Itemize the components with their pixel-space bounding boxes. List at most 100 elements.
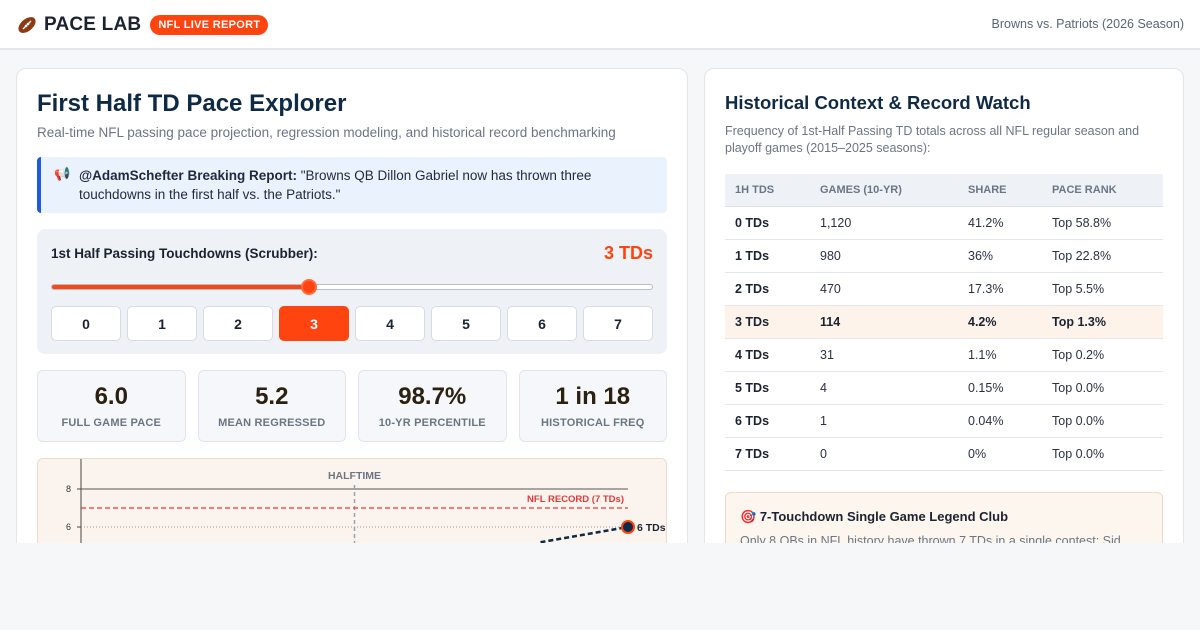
pace-explorer-card: First Half TD Pace Explorer Real-time NF… [16, 68, 688, 543]
cell-tds: 6 TDs [725, 404, 810, 438]
td-step-1-button[interactable]: 1 [127, 306, 197, 341]
column-header-tds[interactable]: 1H TDS [725, 174, 810, 207]
td-step-0-button[interactable]: 0 [51, 306, 121, 341]
football-icon [18, 17, 36, 33]
column-header-games[interactable]: GAMES (10-YR) [810, 174, 958, 207]
brand-name: PACE LAB [44, 14, 142, 35]
td-step-7-button[interactable]: 7 [583, 306, 653, 341]
td-step-5-button[interactable]: 5 [431, 306, 501, 341]
td-step-4-button[interactable]: 4 [355, 306, 425, 341]
historical-context-card: Historical Context & Record Watch Freque… [704, 68, 1184, 543]
live-report-badge: NFL LIVE REPORT [150, 15, 269, 35]
cell-tds: 4 TDs [725, 338, 810, 372]
megaphone-icon: 📢 [54, 166, 71, 181]
td-scrubber: 1st Half Passing Touchdowns (Scrubber): … [37, 229, 667, 354]
quote-body: "Browns QB Dillon Gabriel now has thrown… [79, 168, 592, 202]
cell-games: 1,120 [810, 206, 958, 240]
td-step-6-button[interactable]: 6 [507, 306, 577, 341]
table-row[interactable]: 3 TDs 114 4.2% Top 1.3% [725, 305, 1163, 339]
brand[interactable]: PACE LAB NFL LIVE REPORT [16, 13, 269, 37]
ten-yr-percentile-stat: 98.7% 10-YR PERCENTILE [358, 370, 507, 442]
pace-chart-svg: 8 6 HALFTIME NFL RECORD (7 TDs) 6 TDs [66, 459, 666, 543]
legend-club-text: Only 8 QBs in NFL history have thrown 7 … [740, 534, 1121, 543]
table-row[interactable]: 4 TDs 31 1.1% Top 0.2% [725, 338, 1163, 372]
cell-rank: Top 22.8% [1042, 239, 1163, 273]
cell-tds: 3 TDs [725, 305, 810, 339]
cell-tds: 0 TDs [725, 206, 810, 240]
mean-regressed-stat: 5.2 MEAN REGRESSED [197, 370, 346, 442]
pace-chart: 8 6 HALFTIME NFL RECORD (7 TDs) 6 TDs [37, 458, 667, 543]
cell-games: 470 [810, 272, 958, 306]
cell-games: 114 [810, 305, 958, 339]
full-game-pace-stat: 6.0 FULL GAME PACE [37, 370, 186, 442]
cell-rank: Top 0.0% [1042, 404, 1163, 438]
table-row[interactable]: 6 TDs 1 0.04% Top 0.0% [725, 404, 1163, 438]
y-tick-label: 6 [66, 522, 71, 532]
stat-label: 10-YR PERCENTILE [378, 417, 486, 429]
cell-games: 4 [810, 371, 958, 405]
scrubber-thumb[interactable] [301, 279, 318, 295]
stat-label: HISTORICAL FREQ [541, 417, 645, 429]
history-table-body: 0 TDs 1,120 41.2% Top 58.8% 1 TDs 980 36% Top 2… [725, 206, 1163, 471]
history-subtitle: Frequency of 1st-Half Passing TD totals … [725, 124, 1140, 155]
cell-share: 0.04% [958, 404, 1042, 438]
cell-games: 31 [810, 338, 958, 372]
table-row[interactable]: 1 TDs 980 36% Top 22.8% [725, 239, 1163, 273]
stat-label: FULL GAME PACE [61, 417, 162, 429]
cell-share: 4.2% [958, 305, 1042, 339]
stat-label: MEAN REGRESSED [218, 417, 326, 429]
projection-line [540, 525, 629, 543]
cell-share: 36% [958, 239, 1042, 273]
quote-source: @AdamSchefter Breaking Report: [79, 168, 297, 183]
legend-club-title-text: 7-Touchdown Single Game Legend Club [759, 509, 1009, 524]
history-table: 1H TDS GAMES (10-YR) SHARE PACE RANK 0 T… [725, 174, 1163, 471]
projection-endpoint [621, 520, 635, 534]
scrubber-label: 1st Half Passing Touchdowns (Scrubber): [51, 246, 318, 261]
cell-share: 17.3% [958, 272, 1042, 306]
table-row[interactable]: 7 TDs 0 0% Top 0.0% [725, 437, 1163, 471]
cell-tds: 1 TDs [725, 239, 810, 273]
legend-club-callout: 🎯 7-Touchdown Single Game Legend Club On… [725, 492, 1163, 543]
cell-share: 0% [958, 437, 1042, 471]
cell-rank: Top 0.2% [1042, 338, 1163, 372]
cell-games: 0 [810, 437, 958, 471]
table-row[interactable]: 5 TDs 4 0.15% Top 0.0% [725, 371, 1163, 405]
stat-value: 1 in 18 [555, 383, 631, 410]
record-label: NFL RECORD (7 TDs) [527, 494, 624, 505]
target-icon: 🎯 [740, 509, 757, 524]
table-row[interactable]: 0 TDs 1,120 41.2% Top 58.8% [725, 206, 1163, 240]
td-step-3-button[interactable]: 3 [279, 306, 349, 341]
cell-games: 1 [810, 404, 958, 438]
stat-value: 98.7% [398, 383, 467, 410]
cell-games: 980 [810, 239, 958, 273]
history-title: Historical Context & Record Watch [725, 92, 1031, 113]
cell-rank: Top 1.3% [1042, 305, 1163, 339]
quote-text: @AdamSchefter Breaking Report: "Browns Q… [79, 166, 659, 204]
cell-tds: 7 TDs [725, 437, 810, 471]
stat-value: 5.2 [255, 383, 289, 410]
historical-freq-stat: 1 in 18 HISTORICAL FREQ [518, 370, 667, 442]
cell-share: 41.2% [958, 206, 1042, 240]
halftime-label: HALFTIME [328, 470, 381, 482]
td-step-2-button[interactable]: 2 [203, 306, 273, 341]
table-row[interactable]: 2 TDs 470 17.3% Top 5.5% [725, 272, 1163, 306]
cell-rank: Top 0.0% [1042, 371, 1163, 405]
column-header-share[interactable]: SHARE [958, 174, 1042, 207]
cell-tds: 2 TDs [725, 272, 810, 306]
endpoint-label: 6 TDs [637, 522, 666, 534]
cell-share: 0.15% [958, 371, 1042, 405]
breaking-report-quote: 📢 @AdamSchefter Breaking Report: "Browns… [37, 157, 667, 213]
pace-stats: 6.0 FULL GAME PACE 5.2 MEAN REGRESSED 98.7% 1… [37, 370, 667, 442]
scrubber-track[interactable] [51, 279, 653, 295]
column-header-rank[interactable]: PACE RANK [1042, 174, 1163, 207]
page-subtitle: Real-time NFL passing pace projection, r… [37, 125, 616, 140]
content-viewport[interactable]: First Half TD Pace Explorer Real-time NF… [0, 52, 1200, 543]
legend-club-title: 🎯 7-Touchdown Single Game Legend Club [740, 509, 1008, 525]
scrubber-fill [52, 285, 310, 289]
matchup-label: Browns vs. Patriots (2026 Season) [991, 17, 1184, 31]
page-title: First Half TD Pace Explorer [37, 90, 347, 117]
cell-rank: Top 0.0% [1042, 437, 1163, 471]
scrubber-value: 3 TDs [603, 243, 653, 263]
history-table-header: 1H TDS GAMES (10-YR) SHARE PACE RANK [725, 174, 1163, 207]
